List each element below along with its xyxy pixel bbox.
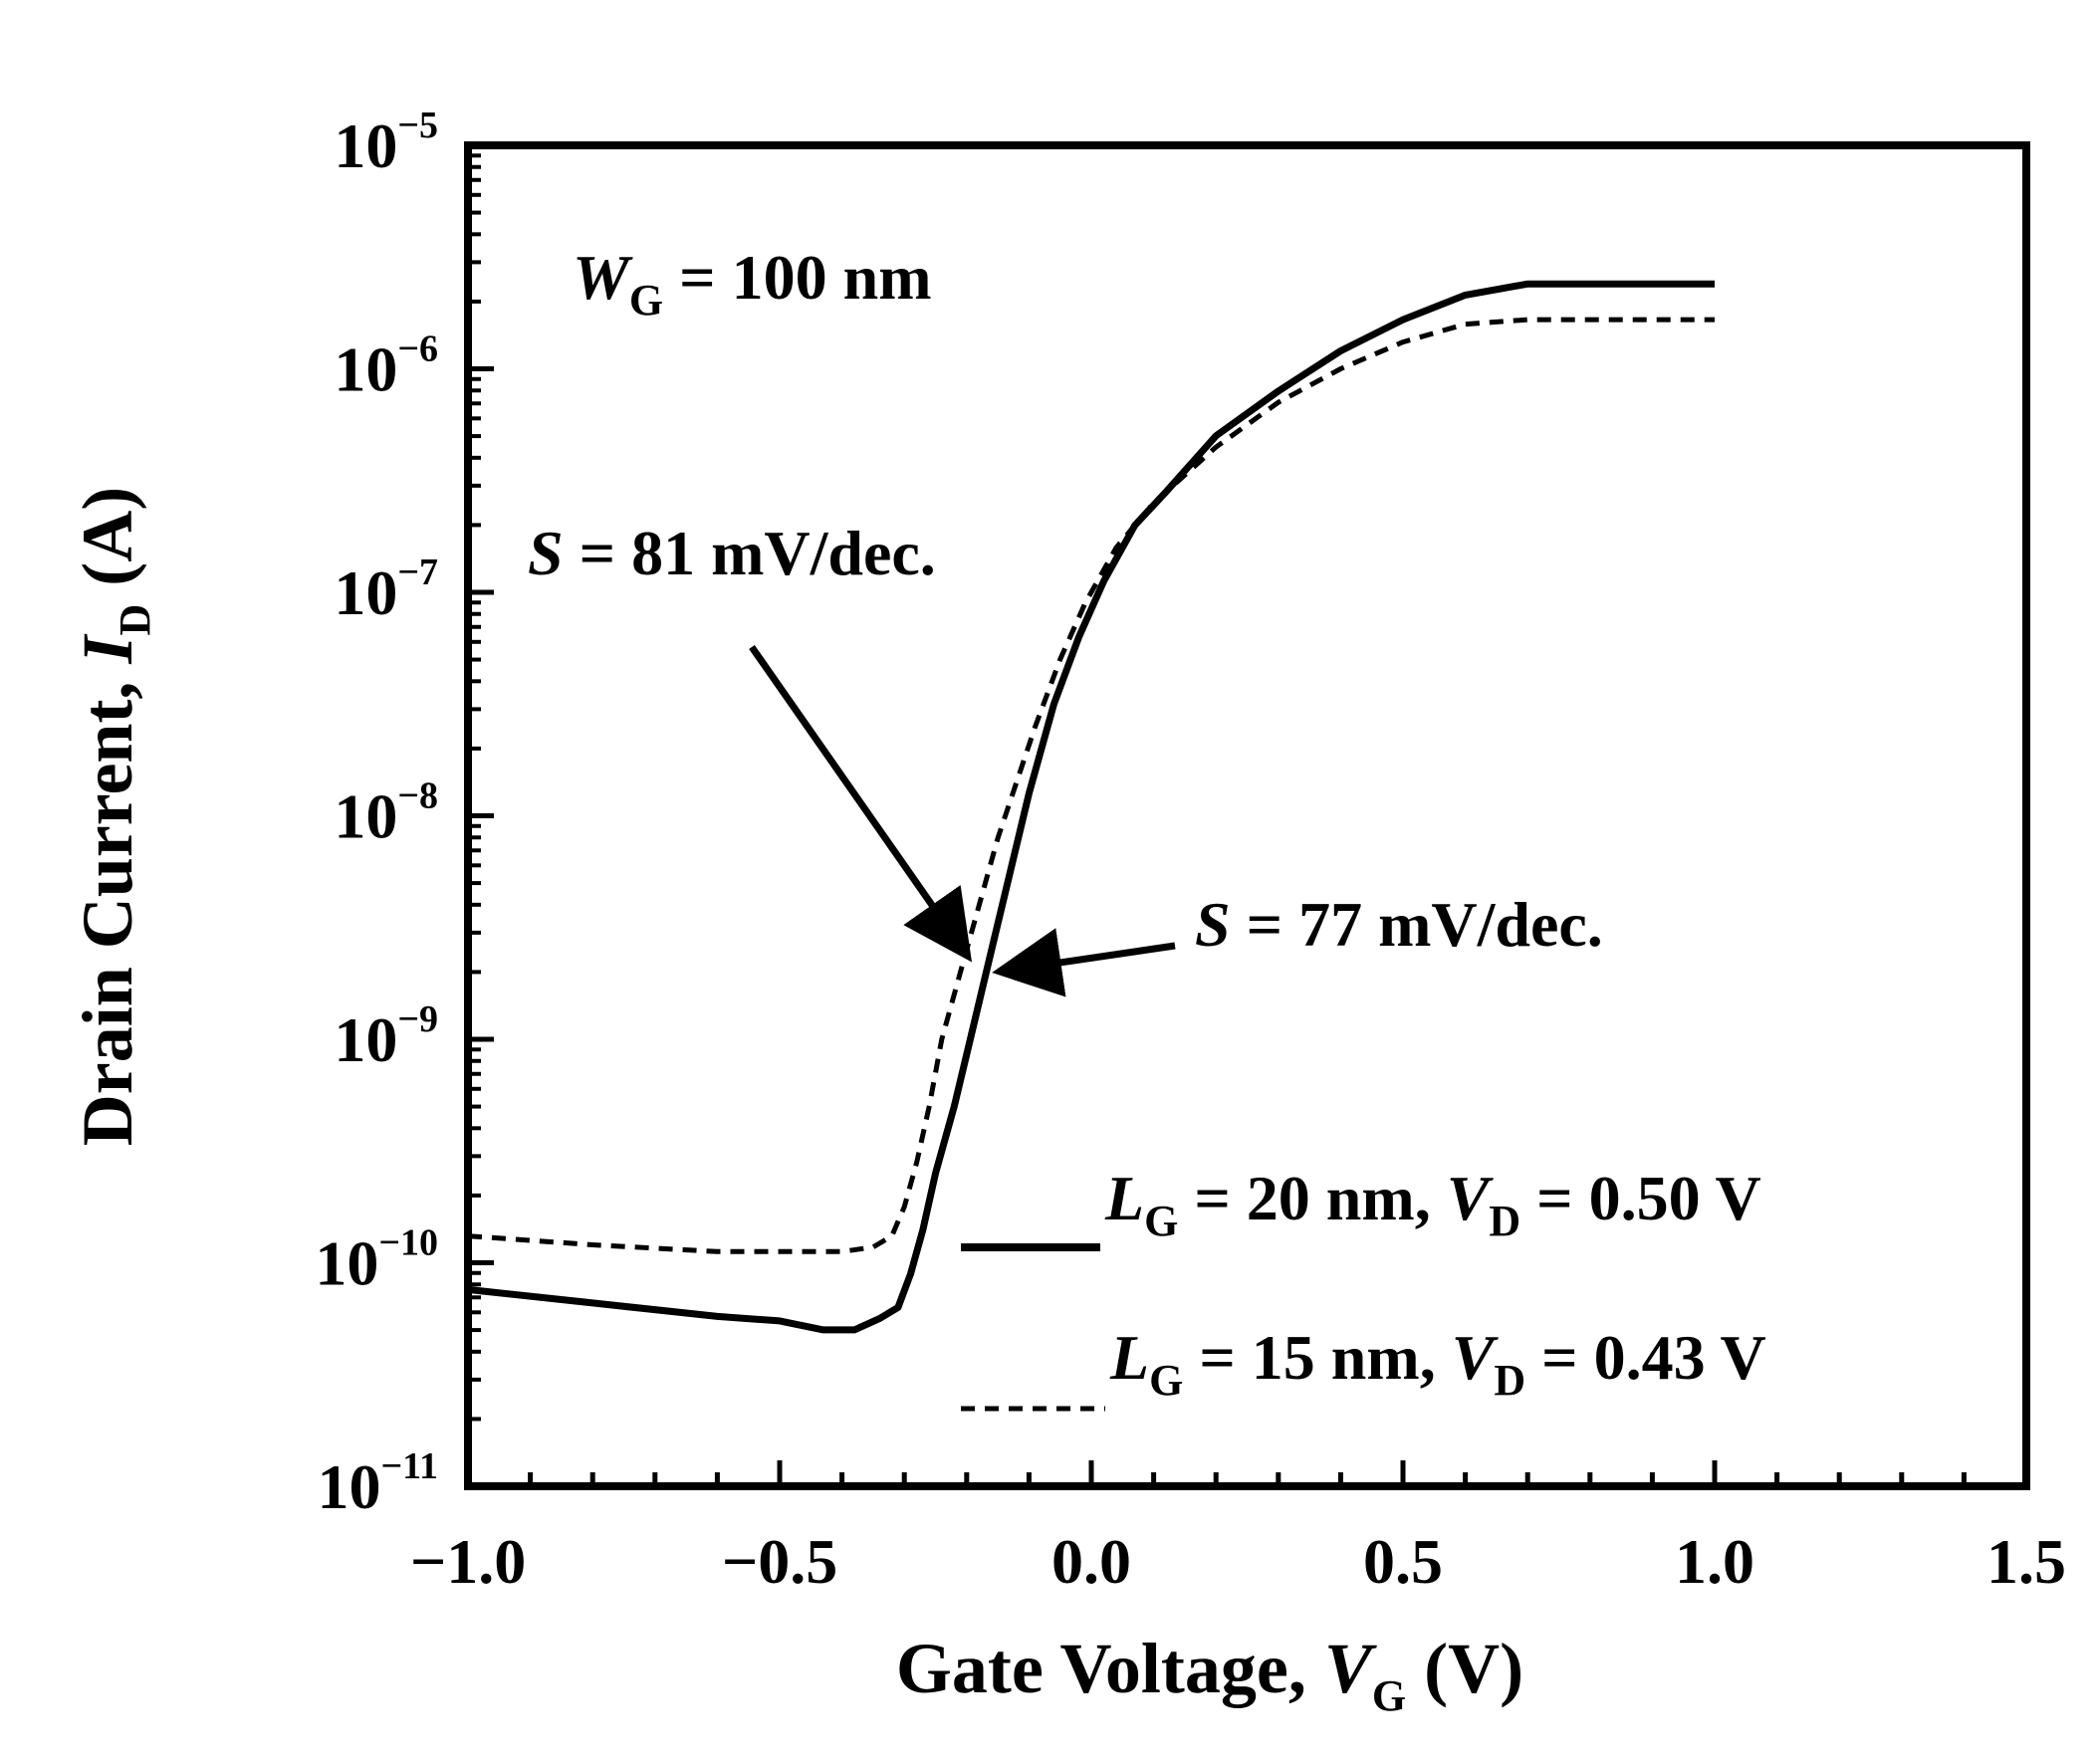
y-tick-label: 10−10 [315, 1222, 438, 1299]
y-tick-label: 10−5 [334, 105, 438, 181]
legend-label-20nm: LG = 20 nm, VD = 0.50 V [1104, 1163, 1761, 1245]
annotation-wg-var: W [573, 242, 633, 313]
x-tick-label: 1.5 [1986, 1526, 2066, 1597]
legend: LG = 20 nm, VD = 0.50 V LG = 15 nm, VD =… [961, 1163, 1766, 1412]
annotation-wg-sub: G [629, 276, 663, 325]
annotation-s77: S = 77 mV/dec. [1195, 889, 1603, 960]
x-tick-label: −1.0 [410, 1526, 526, 1597]
annotation-wg-text: = 100 nm [663, 242, 931, 313]
series-line-15nm [467, 317, 1715, 1254]
legend-label-15nm: LG = 15 nm, VD = 0.43 V [1109, 1322, 1766, 1405]
x-tick-label: 0.5 [1363, 1526, 1443, 1597]
annotation-s81-var: S [528, 518, 564, 588]
x-tick-label: −0.5 [722, 1526, 837, 1597]
x-tick-label: 1.0 [1675, 1526, 1754, 1597]
y-tick-label: 10−7 [334, 551, 438, 628]
y-tick-label: 10−6 [334, 329, 438, 405]
x-tick-label: 0.0 [1051, 1526, 1131, 1597]
series-layer [467, 280, 1715, 1334]
annotation-wg: WG = 100 nm [573, 242, 932, 325]
y-axis-tick-labels: 10−11 10−10 10−9 10−8 10−7 10−6 10−5 [315, 105, 438, 1522]
x-axis-ticks [465, 1460, 2029, 1486]
annotation-s81-text: = 81 mV/dec. [564, 518, 936, 588]
annotation-s77-text: = 77 mV/dec. [1231, 889, 1603, 960]
x-axis-tick-labels: −1.0 −0.5 0.0 0.5 1.0 1.5 [410, 1526, 2066, 1597]
y-axis-ticks [468, 142, 494, 1489]
annotation-s81: S = 81 mV/dec. [528, 518, 936, 588]
y-tick-label: 10−9 [334, 998, 438, 1075]
y-tick-label: 10−11 [317, 1445, 438, 1522]
plot-frame [464, 141, 2030, 1490]
arrow-s81 [749, 644, 973, 963]
annotation-s77-var: S [1195, 889, 1231, 960]
x-axis-title: Gate Voltage, VG (V) [896, 1629, 1523, 1720]
arrow-s77 [992, 928, 1176, 997]
series-line-20nm [467, 280, 1715, 1334]
y-axis-title: Drain Current, ID (A) [68, 487, 159, 1146]
y-tick-label: 10−8 [334, 775, 438, 852]
